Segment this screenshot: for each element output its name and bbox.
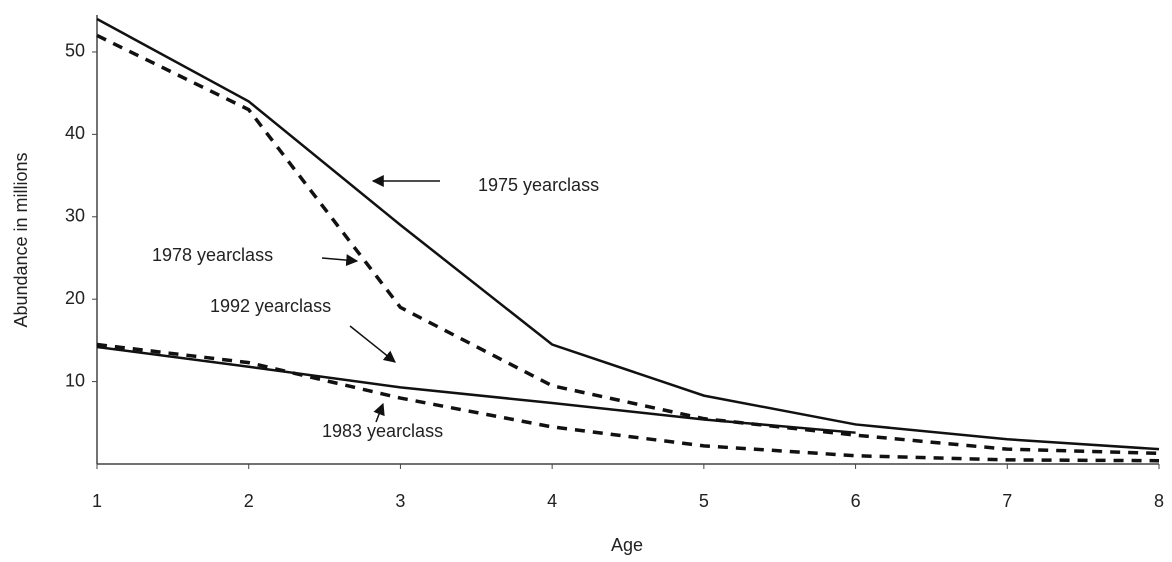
annotation-arrow (321, 254, 359, 267)
annotation: 1975 yearclass (478, 175, 599, 195)
x-tick-label: 5 (699, 491, 709, 511)
annotation-arrow (373, 402, 385, 423)
x-tick-label: 3 (395, 491, 405, 511)
x-axis-label: Age (611, 535, 643, 555)
x-tick-label: 4 (547, 491, 557, 511)
x-tick-label: 6 (851, 491, 861, 511)
annotation-arrow (349, 325, 396, 363)
series-line (96, 345, 856, 434)
y-tick-label: 40 (65, 123, 85, 143)
y-axis-label: Abundance in millions (11, 152, 31, 327)
annotation: 1992 yearclass (210, 296, 331, 316)
x-tick-label: 1 (92, 491, 102, 511)
x-tick-label: 2 (244, 491, 254, 511)
x-tick-label: 7 (1002, 491, 1012, 511)
series-line (96, 33, 1160, 456)
annotation: 1983 yearclass (322, 421, 443, 441)
x-tick-label: 8 (1154, 491, 1164, 511)
y-tick-label: 30 (65, 206, 85, 226)
y-tick-label: 50 (65, 41, 85, 61)
y-tick-label: 10 (65, 370, 85, 390)
series-line (96, 17, 1160, 451)
y-tick-label: 20 (65, 288, 85, 308)
annotation: 1978 yearclass (152, 245, 273, 265)
